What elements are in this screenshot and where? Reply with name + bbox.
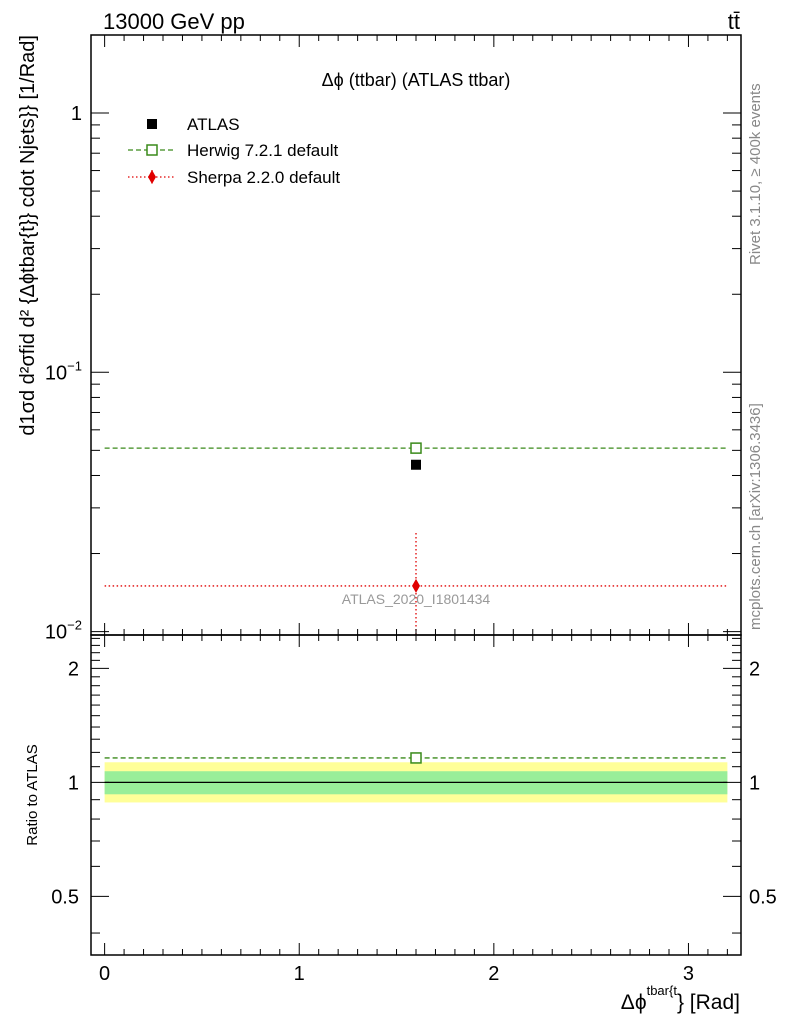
- ratio-data-layer: [104, 752, 728, 803]
- x-axis-label-main: Δϕ: [621, 991, 647, 1014]
- y-tick-mantissa: 1: [71, 103, 82, 125]
- sherpa-point: [412, 578, 420, 593]
- x-axis-label: Δϕtbar{t} [Rad]: [621, 983, 740, 1014]
- legend-entry-herwig: Herwig 7.2.1 default: [128, 141, 338, 160]
- mcplots-credit-label: mcplots.cern.ch [arXiv:1306.3436]: [747, 403, 764, 630]
- ratio-y-tick-label-right: 0.5: [749, 886, 777, 908]
- ratio-y-tick-label-left: 0.5: [51, 886, 79, 908]
- main-y-axis-label: d1σd d²σfid d² {Δϕtbar{t}} cdot Njets}} …: [17, 35, 39, 436]
- ratio-y-tick-labels: 0.5 0.5 1 1 2 2: [51, 658, 777, 908]
- y-tick-label: 10−1: [45, 358, 82, 384]
- legend-herwig-label: Herwig 7.2.1 default: [187, 141, 338, 160]
- herwig-ratio-point: [410, 752, 422, 764]
- herwig-point: [410, 442, 422, 454]
- ratio-y-tick-label-left: 1: [68, 772, 79, 794]
- main-ticks: [91, 34, 741, 635]
- legend-entry-atlas: ATLAS: [147, 115, 240, 134]
- ratio-panel: 0.5 0.5 1 1 2 2 Ratio to ATLAS: [24, 634, 777, 956]
- atlas-point: [411, 459, 421, 470]
- legend-sherpa-marker: [148, 170, 156, 184]
- ratio-y-tick-label-left: 2: [68, 658, 79, 680]
- x-tick-label: 0: [99, 963, 110, 985]
- y-tick-mantissa: 10: [45, 362, 67, 384]
- ratio-y-tick-label-right: 2: [749, 658, 760, 680]
- x-tick-label: 2: [488, 963, 499, 985]
- main-panel: 10−210−11 Δϕ (ttbar) (ATLAS ttbar) ATLAS…: [17, 34, 742, 644]
- y-tick-label: 10−2: [45, 618, 82, 644]
- main-y-tick-labels: 10−210−11: [45, 103, 82, 644]
- ratio-y-axis-label: Ratio to ATLAS: [24, 744, 41, 845]
- y-tick-label: 1: [71, 103, 82, 125]
- y-tick-exponent: −2: [67, 618, 82, 633]
- plot-title: Δϕ (ttbar) (ATLAS ttbar): [322, 70, 511, 90]
- legend: ATLAS Herwig 7.2.1 default Sherpa 2.2.0 …: [128, 115, 340, 187]
- process-label: tt̄: [728, 9, 740, 34]
- legend-atlas-label: ATLAS: [187, 115, 240, 134]
- x-tick-label: 1: [294, 963, 305, 985]
- rivet-version-label: Rivet 3.1.10, ≥ 400k events: [747, 83, 764, 265]
- x-tick-labels: 0 1 2 3: [99, 963, 694, 985]
- x-axis-label-sup: tbar{t: [647, 983, 678, 998]
- ratio-y-tick-label-right: 1: [749, 772, 760, 794]
- collision-energy-label: 13000 GeV pp: [103, 9, 245, 34]
- legend-herwig-marker: [146, 144, 158, 156]
- main-data-layer: [104, 442, 728, 635]
- x-axis-label-tail: } [Rad]: [677, 991, 740, 1014]
- legend-entry-sherpa: Sherpa 2.2.0 default: [128, 168, 340, 187]
- legend-sherpa-label: Sherpa 2.2.0 default: [187, 168, 340, 187]
- legend-atlas-marker: [147, 119, 157, 129]
- analysis-tag: ATLAS_2020_I1801434: [342, 591, 491, 607]
- y-tick-mantissa: 10: [45, 622, 67, 644]
- x-tick-label: 3: [683, 963, 694, 985]
- ratio-ticks: [91, 635, 741, 955]
- y-tick-exponent: −1: [67, 358, 82, 373]
